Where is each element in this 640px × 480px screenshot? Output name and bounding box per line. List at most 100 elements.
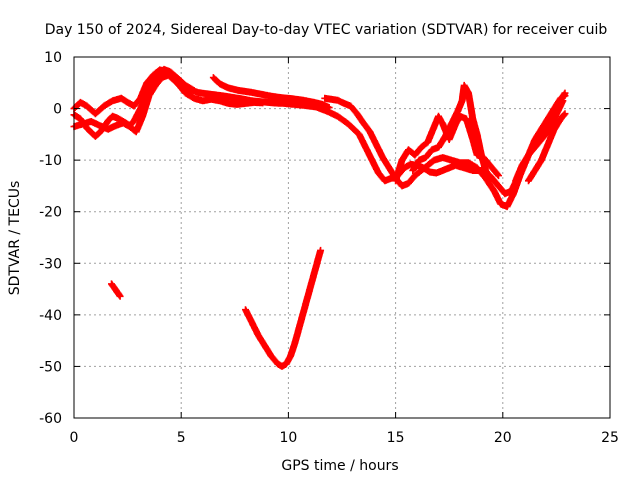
- data-point: [563, 112, 567, 115]
- data-point: [475, 166, 479, 170]
- data-point: [81, 122, 84, 126]
- data-point: [540, 158, 543, 162]
- data-point: [98, 124, 101, 127]
- y-axis-label: SDTVAR / TECUs: [7, 181, 23, 296]
- data-point: [107, 128, 110, 131]
- data-point: [276, 362, 279, 366]
- data-point: [132, 119, 136, 123]
- data-point: [89, 120, 93, 123]
- data-point: [441, 156, 444, 159]
- data-point: [432, 158, 436, 162]
- data-layer: [70, 65, 569, 370]
- y-tick-label: -60: [39, 411, 62, 427]
- data-point: [79, 117, 82, 121]
- data-point: [533, 138, 537, 141]
- data-point: [261, 101, 264, 105]
- data-point: [471, 138, 474, 141]
- data-point: [192, 89, 196, 92]
- data-point: [456, 109, 459, 113]
- data-point: [377, 171, 380, 175]
- data-point: [302, 311, 305, 314]
- data-point: [387, 166, 391, 170]
- data-point: [450, 158, 453, 162]
- data-point: [116, 291, 120, 295]
- data-point: [430, 148, 434, 152]
- data-point: [488, 176, 492, 180]
- data-point: [115, 123, 119, 127]
- data-point: [375, 143, 378, 146]
- data-point: [548, 122, 552, 126]
- data-point: [94, 135, 97, 138]
- data-point: [79, 101, 82, 104]
- data-point: [563, 94, 567, 97]
- data-point: [364, 146, 367, 149]
- x-axis-label: GPS time / hours: [281, 458, 398, 474]
- data-point: [475, 133, 479, 136]
- data-point: [407, 182, 410, 185]
- data-point: [441, 169, 444, 172]
- data-point: [540, 135, 543, 139]
- data-point: [437, 115, 440, 118]
- series-track-k: [242, 246, 325, 370]
- data-point: [400, 158, 404, 162]
- data-point: [270, 94, 273, 98]
- data-point: [216, 93, 219, 97]
- data-point: [357, 133, 361, 136]
- data-point: [102, 104, 106, 108]
- data-point: [480, 153, 483, 157]
- data-point: [484, 169, 487, 172]
- data-point: [218, 82, 221, 86]
- data-point: [112, 285, 115, 289]
- data-point: [139, 97, 142, 100]
- data-point: [280, 96, 284, 99]
- data-point: [218, 99, 221, 103]
- data-point: [342, 102, 346, 105]
- data-point: [471, 169, 474, 172]
- data-point: [533, 169, 537, 172]
- data-point: [310, 280, 314, 283]
- chart-title: Day 150 of 2024, Sidereal Day-to-day VTE…: [45, 22, 608, 38]
- data-point: [85, 126, 89, 130]
- data-point: [94, 112, 97, 115]
- data-point: [244, 308, 247, 311]
- data-point: [207, 92, 211, 96]
- y-tick-label: -30: [39, 256, 62, 272]
- data-point: [458, 161, 462, 164]
- x-tick-label: 20: [494, 430, 512, 446]
- data-point: [465, 117, 468, 121]
- data-point: [497, 184, 500, 188]
- data-point: [463, 166, 466, 170]
- data-point: [227, 102, 230, 105]
- data-point: [111, 115, 114, 118]
- data-point: [409, 163, 412, 166]
- data-point: [546, 117, 550, 121]
- y-tick-label: -50: [39, 359, 62, 375]
- data-point: [540, 128, 543, 131]
- data-point: [114, 288, 118, 292]
- data-point: [263, 344, 267, 347]
- data-point: [315, 264, 318, 268]
- data-point: [411, 169, 414, 172]
- data-point: [370, 158, 374, 162]
- data-point: [147, 94, 151, 97]
- data-point: [321, 103, 324, 106]
- data-point: [413, 153, 417, 157]
- data-point: [134, 130, 138, 133]
- data-point: [512, 192, 515, 195]
- series-track-j: [108, 280, 124, 300]
- data-point: [293, 342, 297, 345]
- data-point: [520, 164, 524, 167]
- data-point: [128, 125, 131, 128]
- data-point: [493, 189, 496, 193]
- y-tick-label: -20: [39, 205, 62, 221]
- data-point: [349, 104, 352, 108]
- data-point: [559, 97, 562, 100]
- data-point: [302, 99, 305, 102]
- data-point: [355, 112, 359, 115]
- data-point: [450, 122, 453, 126]
- data-point: [553, 128, 556, 131]
- data-point: [413, 174, 417, 177]
- ticks: 0 5 10 15 20 25 -60 -50 -40 -30 -20 -10 0 10: [39, 50, 619, 446]
- data-point: [503, 192, 507, 195]
